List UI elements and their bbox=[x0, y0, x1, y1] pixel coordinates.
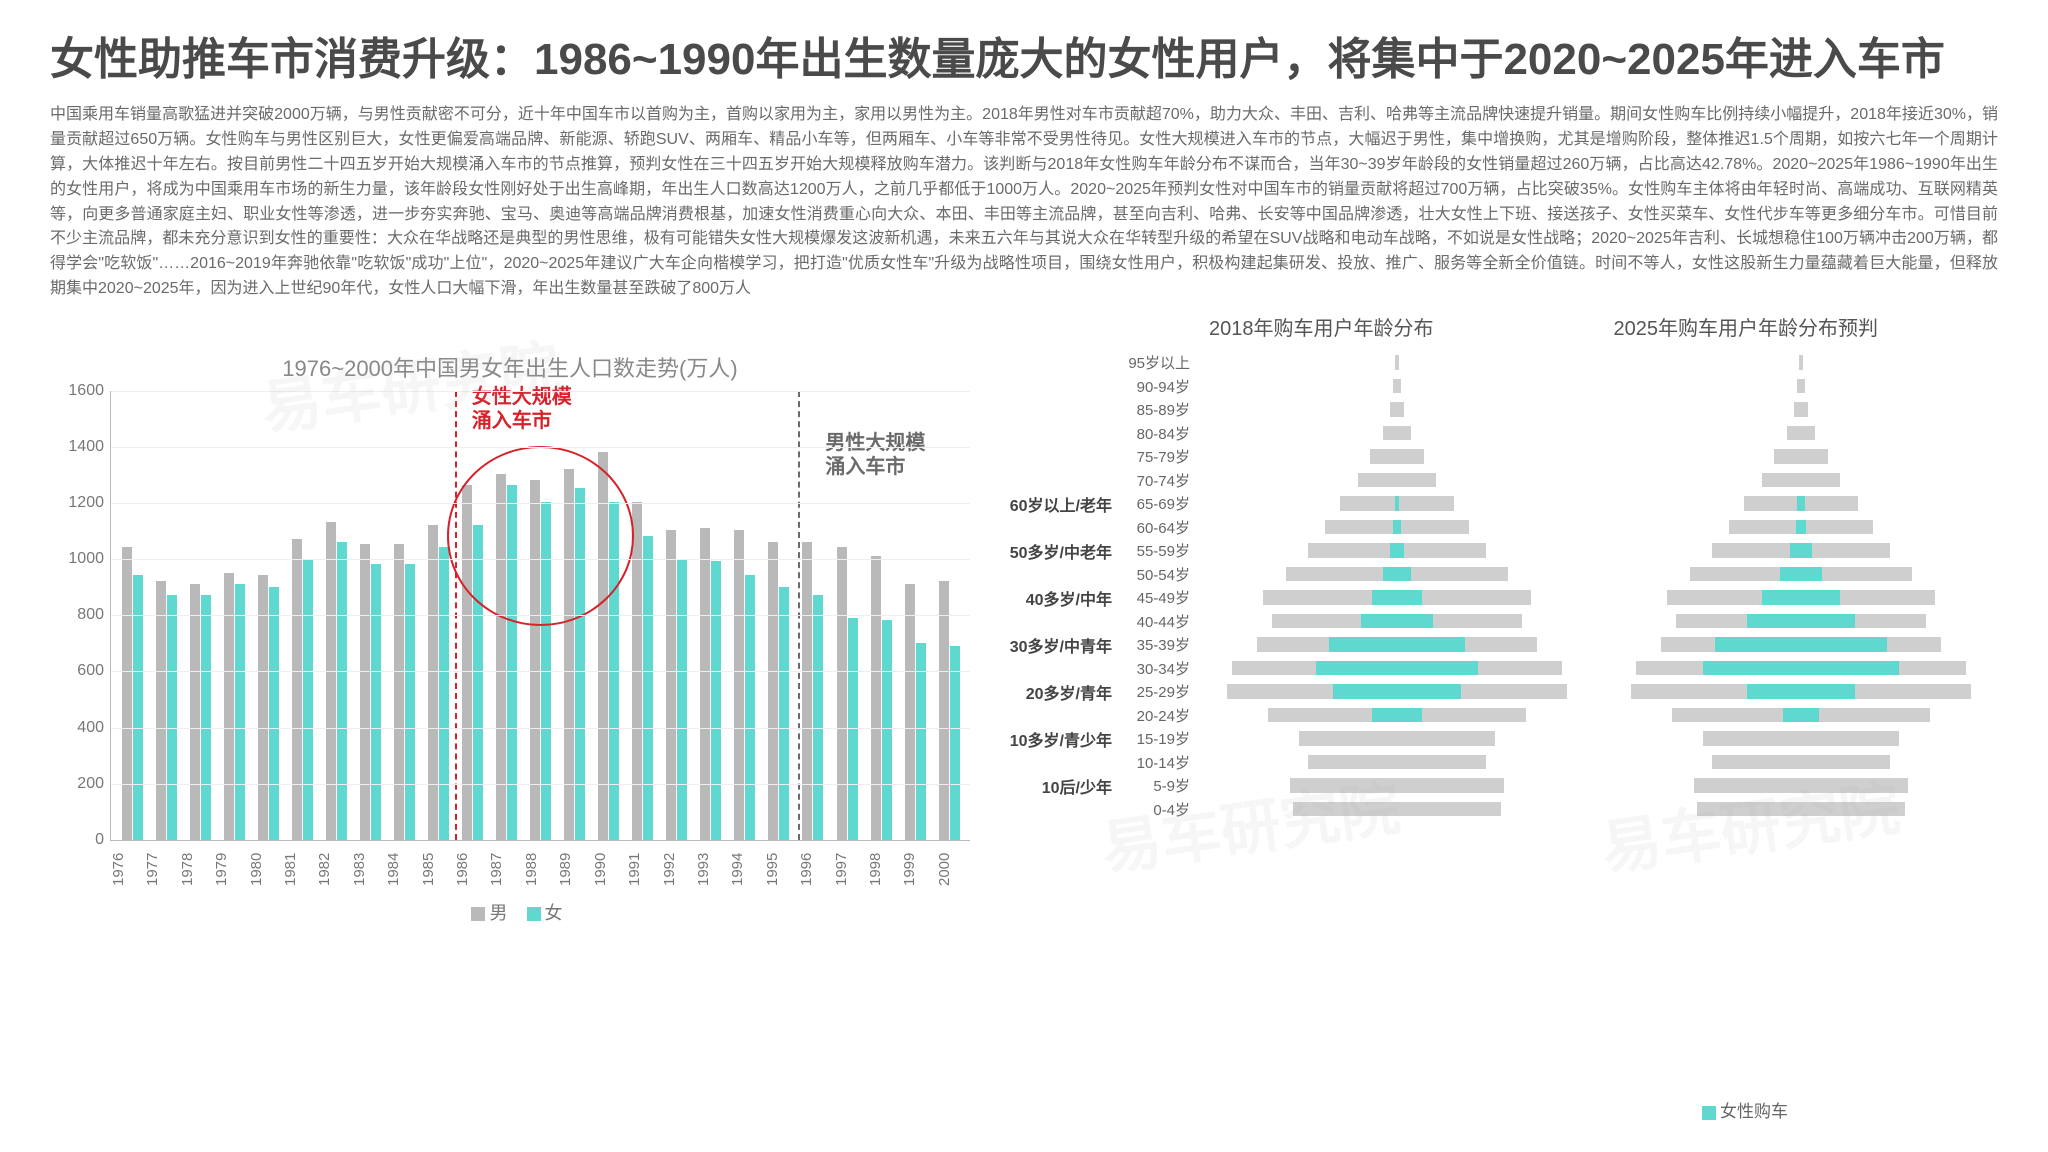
page-title: 女性助推车市消费升级：1986~1990年出生数量庞大的女性用户，将集中于202… bbox=[50, 30, 1998, 89]
pyr-2018-title: 2018年购车用户年龄分布 bbox=[1209, 312, 1434, 341]
annotation-male: 男性大规模涌入车市 bbox=[825, 431, 925, 479]
pyramid-legend: 女性购车 bbox=[1688, 1097, 1788, 1122]
pyramid-2018 bbox=[1200, 351, 1594, 821]
annotation-female: 女性大规模涌入车市 bbox=[472, 385, 572, 433]
bar-legend: 男 女 bbox=[50, 899, 970, 925]
legend-male: 男 bbox=[489, 903, 507, 923]
bar-chart-title: 1976~2000年中国男女年出生人口数走势(万人) bbox=[50, 351, 970, 383]
legend-female-buy: 女性购车 bbox=[1720, 1102, 1788, 1121]
pyr-2025-title: 2025年购车用户年龄分布预判 bbox=[1614, 312, 1879, 341]
highlight-circle bbox=[447, 446, 634, 626]
bar-chart: 1976~2000年中国男女年出生人口数走势(万人) 女性大规模涌入车市 男性大… bbox=[50, 351, 970, 925]
charts-container: 1976~2000年中国男女年出生人口数走势(万人) 女性大规模涌入车市 男性大… bbox=[50, 351, 1998, 925]
legend-female: 女 bbox=[545, 903, 563, 923]
pyramid-charts: 95岁以上90-94岁85-89岁80-84岁75-79岁70-74岁65-69… bbox=[990, 351, 1998, 925]
pyramid-2025 bbox=[1604, 351, 1998, 821]
body-paragraph: 中国乘用车销量高歌猛进并突破2000万辆，与男性贡献密不可分，近十年中国车市以首… bbox=[50, 103, 1998, 301]
